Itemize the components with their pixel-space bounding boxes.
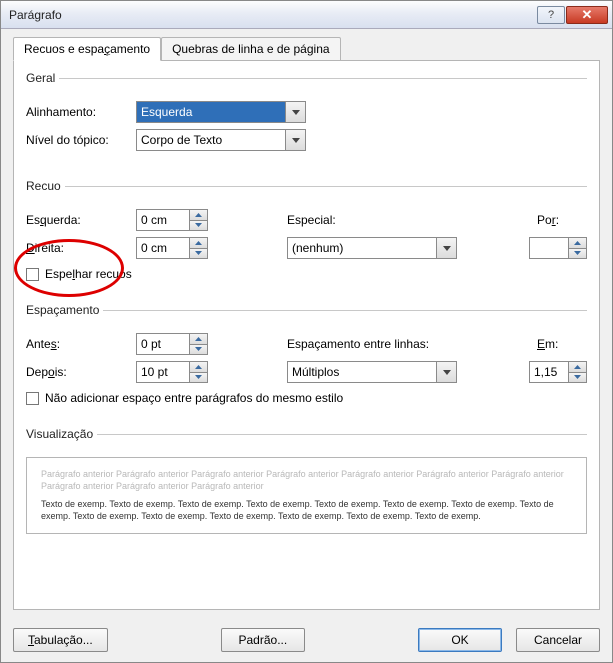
tab-panel: Geral Alinhamento: Esquerda Nível do tóp… — [13, 60, 600, 610]
padrao-button[interactable]: Padrão... — [221, 628, 305, 652]
direita-value: 0 cm — [141, 241, 167, 255]
group-visualizacao: Visualização Parágrafo anterior Parágraf… — [26, 427, 587, 534]
esquerda-spinner[interactable]: 0 cm — [136, 209, 208, 231]
help-button[interactable]: ? — [537, 6, 565, 24]
espelhar-checkbox[interactable]: Espelhar recuos — [26, 267, 587, 281]
tab-strip: Recuos e espaçamento Quebras de linha e … — [13, 37, 600, 61]
alinhamento-select[interactable]: Esquerda — [136, 101, 306, 123]
dialog-body: Recuos e espaçamento Quebras de linha e … — [1, 29, 612, 620]
close-button[interactable]: ✕ — [566, 6, 608, 24]
depois-label: Depois: — [26, 365, 136, 379]
window-title: Parágrafo — [9, 8, 537, 22]
button-bar: Tabulação... Padrão... OK Cancelar — [1, 620, 612, 662]
naoadd-checkbox[interactable]: Não adicionar espaço entre parágrafos do… — [26, 391, 587, 405]
preview-box: Parágrafo anterior Parágrafo anterior Pa… — [26, 457, 587, 534]
chevron-down-icon — [285, 130, 305, 150]
esquerda-value: 0 cm — [141, 213, 167, 227]
checkbox-icon — [26, 268, 39, 281]
especial-label: Especial: — [287, 213, 357, 227]
especial-select[interactable]: (nenhum) — [287, 237, 457, 259]
antes-label: Antes: — [26, 337, 136, 351]
group-geral: Geral Alinhamento: Esquerda Nível do tóp… — [26, 71, 587, 157]
ok-button[interactable]: OK — [418, 628, 502, 652]
em-spinner[interactable]: 1,15 — [529, 361, 587, 383]
nivel-label: Nível do tópico: — [26, 133, 136, 147]
em-label: Em: — [537, 337, 587, 351]
tab-quebras[interactable]: Quebras de linha e de página — [161, 37, 340, 61]
tabulacao-button[interactable]: Tabulação... — [13, 628, 108, 652]
cancel-button[interactable]: Cancelar — [516, 628, 600, 652]
esquerda-label: Esquerda: — [26, 213, 136, 227]
checkbox-icon — [26, 392, 39, 405]
tab-label: Quebras de linha e de página — [172, 42, 329, 56]
preview-faded: Parágrafo anterior Parágrafo anterior Pa… — [41, 468, 572, 492]
tab-recuos[interactable]: Recuos e espaçamento — [13, 37, 161, 61]
group-espacamento: Espaçamento Antes: 0 pt Espaçamento entr… — [26, 303, 587, 413]
depois-spinner[interactable]: 10 pt — [136, 361, 208, 383]
entrelinhas-value: Múltiplos — [292, 365, 339, 379]
por-spinner[interactable] — [529, 237, 587, 259]
chevron-down-icon — [285, 102, 305, 122]
direita-spinner[interactable]: 0 cm — [136, 237, 208, 259]
nivel-value: Corpo de Texto — [141, 133, 222, 147]
em-value: 1,15 — [534, 365, 557, 379]
group-recuo: Recuo Esquerda: 0 cm Especial: Por: — [26, 179, 587, 289]
legend-espac: Espaçamento — [26, 303, 103, 317]
titlebar-buttons: ? ✕ — [537, 6, 608, 24]
direita-label: Direita: — [26, 241, 136, 255]
paragraph-dialog: Parágrafo ? ✕ Recuos e espaçamento Quebr… — [0, 0, 613, 663]
antes-value: 0 pt — [141, 337, 161, 351]
chevron-down-icon — [436, 362, 456, 382]
entrelinhas-label: Espaçamento entre linhas: — [287, 337, 457, 351]
alinhamento-value: Esquerda — [141, 105, 192, 119]
alinhamento-label: Alinhamento: — [26, 105, 136, 119]
naoadd-label: Não adicionar espaço entre parágrafos do… — [45, 391, 343, 405]
antes-spinner[interactable]: 0 pt — [136, 333, 208, 355]
depois-value: 10 pt — [141, 365, 168, 379]
entrelinhas-select[interactable]: Múltiplos — [287, 361, 457, 383]
legend-vis: Visualização — [26, 427, 97, 441]
titlebar: Parágrafo ? ✕ — [1, 1, 612, 29]
especial-value: (nenhum) — [292, 241, 343, 255]
legend-geral: Geral — [26, 71, 59, 85]
nivel-select[interactable]: Corpo de Texto — [136, 129, 306, 151]
chevron-down-icon — [436, 238, 456, 258]
preview-sample: Texto de exemp. Texto de exemp. Texto de… — [41, 498, 572, 522]
legend-recuo: Recuo — [26, 179, 65, 193]
tab-label: Recuos e espaçamento — [24, 42, 150, 56]
por-label: Por: — [537, 213, 587, 227]
espelhar-label: Espelhar recuos — [45, 267, 132, 281]
